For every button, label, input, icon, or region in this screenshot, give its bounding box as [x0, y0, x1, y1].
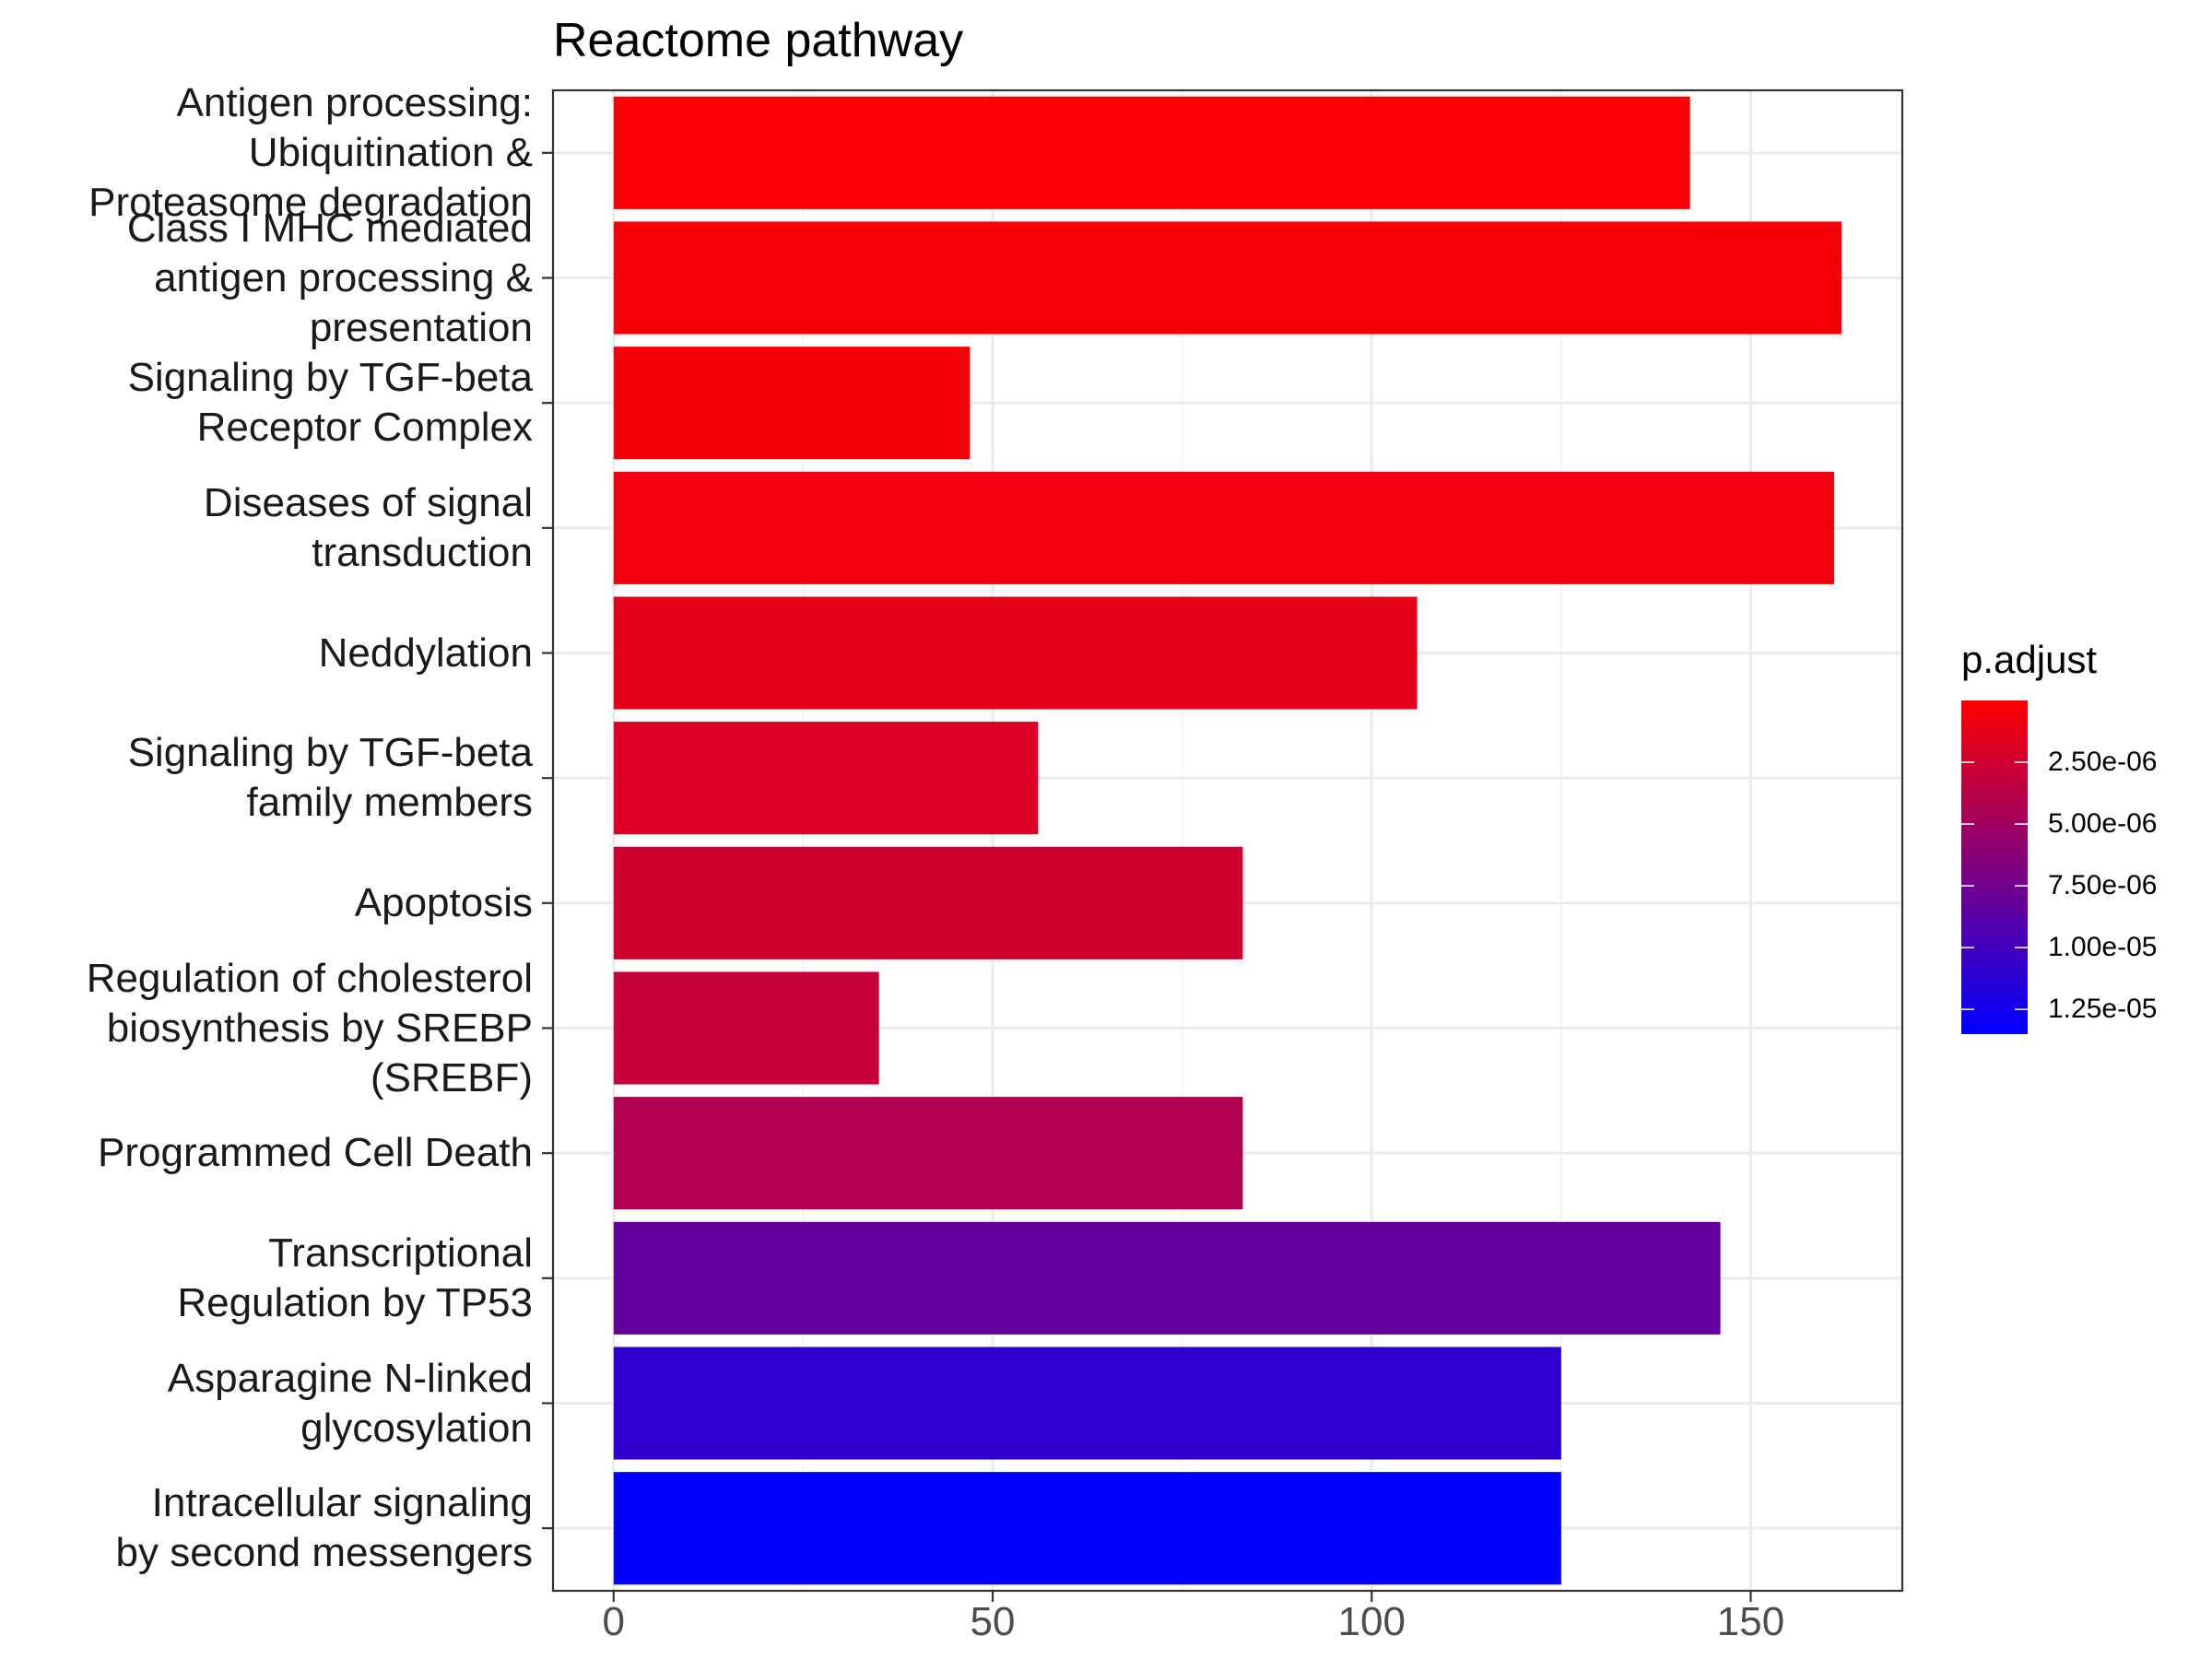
- legend-tick-label: 2.50e-06: [2048, 747, 2158, 778]
- panel-border: [551, 88, 1904, 1593]
- legend-tick-marks: [1961, 761, 2028, 1010]
- bar: [613, 96, 1690, 209]
- x-tick-label: 150: [1716, 1599, 1785, 1644]
- x-tick-label: 50: [970, 1599, 1016, 1644]
- bar: [613, 722, 1039, 835]
- legend-title: p.adjust: [1961, 638, 2098, 681]
- legend-tick-label: 1.25e-05: [2048, 994, 2158, 1025]
- axis-ticks: [542, 151, 1752, 1602]
- minor-gridlines: [802, 90, 1562, 1591]
- bar: [613, 1347, 1561, 1460]
- bar: [613, 846, 1243, 959]
- bar: [613, 1221, 1721, 1335]
- y-tick-label: Signaling by TGF-beta family members: [127, 730, 533, 826]
- bar: [613, 221, 1842, 335]
- bar: [613, 971, 879, 1085]
- chart-title: Reactome pathway: [553, 14, 964, 67]
- bar: [613, 471, 1834, 584]
- y-tick-label: Class I MHC mediated antigen processing …: [126, 205, 533, 350]
- legend-tick-label: 7.50e-06: [2048, 870, 2158, 901]
- bar: [613, 347, 971, 460]
- legend-colorbar: [1961, 700, 2028, 1034]
- y-tick-label: Programmed Cell Death: [98, 1130, 533, 1176]
- x-tick-label: 0: [602, 1599, 626, 1644]
- bar: [613, 1097, 1243, 1210]
- bars: [613, 96, 1842, 1585]
- y-tick-label: Intracellular signaling by second messen…: [115, 1480, 533, 1576]
- legend-tick-label: 1.00e-05: [2048, 932, 2158, 963]
- y-tick-label: Asparagine N-linked glycosylation: [167, 1355, 533, 1451]
- y-tick-label: Neddylation: [318, 629, 533, 676]
- legend-tick-label: 5.00e-06: [2048, 808, 2158, 840]
- bar: [613, 1472, 1561, 1585]
- y-tick-label: Apoptosis: [354, 879, 533, 925]
- y-tick-label: Regulation of cholesterol biosynthesis b…: [86, 955, 533, 1100]
- y-tick-label: Transcriptional Regulation by TP53: [177, 1230, 533, 1325]
- y-tick-label: Antigen processing: Ubiquitination & Pro…: [88, 79, 533, 225]
- y-tick-label: Diseases of signal transduction: [203, 479, 533, 575]
- bar: [613, 596, 1418, 710]
- x-tick-label: 100: [1337, 1599, 1406, 1644]
- y-tick-label: Signaling by TGF-beta Receptor Complex: [127, 355, 533, 451]
